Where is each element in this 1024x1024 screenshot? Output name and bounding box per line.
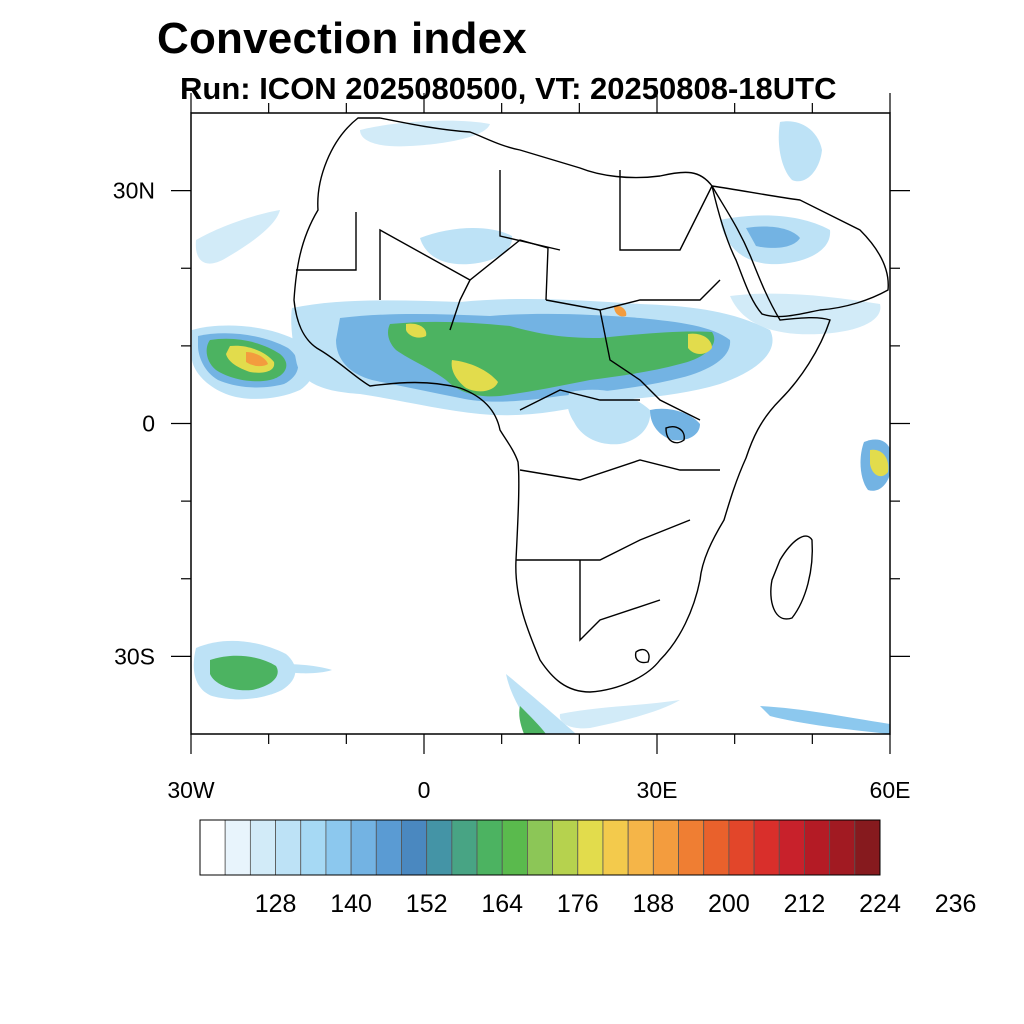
convection-field <box>192 120 890 734</box>
axis-ticks <box>171 93 910 754</box>
colorbar-label: 128 <box>255 890 297 918</box>
colorbar-label: 164 <box>481 890 523 918</box>
colorbar-swatch <box>652 819 679 876</box>
lat-label: 0 <box>142 411 155 437</box>
border-4 <box>599 309 701 421</box>
lon-label: 30W <box>167 777 215 803</box>
border-8 <box>579 560 661 642</box>
colorbar-label: 188 <box>632 890 674 918</box>
colorbar-swatch <box>854 819 881 876</box>
colorbar-swatch <box>829 819 856 876</box>
colorbar-frame <box>199 819 881 876</box>
colorbar-swatch <box>552 819 579 876</box>
colorbar-swatch <box>577 819 604 876</box>
colorbar-swatch <box>778 819 805 876</box>
border-1 <box>379 228 549 301</box>
field-atlantic-orange <box>246 352 268 367</box>
field-io-yellow <box>870 449 889 477</box>
border-9 <box>619 170 713 251</box>
colorbar-swatch <box>224 819 251 876</box>
border-6 <box>519 459 720 481</box>
madagascar <box>770 535 814 620</box>
border-11 <box>296 212 357 271</box>
field-lakes <box>650 408 700 441</box>
field-west-coast <box>195 210 280 264</box>
lon-label: 30E <box>637 777 678 803</box>
field-arabia-mid <box>746 226 800 248</box>
coastlines <box>293 117 889 693</box>
chart-subtitle: Run: ICON 2025080500, VT: 20250808-18UTC <box>180 71 837 106</box>
colorbar-swatch <box>678 819 705 876</box>
colorbar-swatch <box>627 819 654 876</box>
colorbar-swatch <box>602 819 629 876</box>
border-10 <box>499 170 561 251</box>
chart-title: Convection index <box>157 14 527 63</box>
border-5 <box>519 389 640 411</box>
field-sahel-yellow-1 <box>451 360 498 392</box>
colorbar-swatch <box>325 819 352 876</box>
field-sahara-1 <box>420 227 513 265</box>
colorbar-swatch <box>804 819 831 876</box>
lake-victoria <box>665 426 685 444</box>
field-south-4 <box>760 706 890 734</box>
lat-label: 30N <box>113 178 155 204</box>
colorbar-swatch <box>350 819 377 876</box>
longitude-labels: 30W 0 30E 60E <box>167 777 910 803</box>
field-south-1 <box>506 674 576 734</box>
colorbar-label: 236 <box>935 890 977 918</box>
colorbar-swatch <box>426 819 453 876</box>
colorbar-labels: 128 140 152 164 176 188 200 212 224 236 <box>255 890 977 918</box>
lesotho <box>634 648 650 664</box>
colorbar-label: 212 <box>784 890 826 918</box>
colorbar-label: 152 <box>406 890 448 918</box>
colorbar-swatch <box>476 819 503 876</box>
field-turkey <box>778 121 822 182</box>
colorbar-label: 176 <box>557 890 599 918</box>
colorbar-swatch <box>249 819 276 876</box>
colorbar-swatch <box>753 819 780 876</box>
field-sahel-yellow-2 <box>688 333 712 354</box>
map-frame <box>190 112 891 735</box>
colorbar-swatch <box>300 819 327 876</box>
colorbar-swatch <box>375 819 402 876</box>
colorbar-swatch <box>527 819 553 876</box>
colorbar-swatch <box>501 819 528 876</box>
arabia <box>711 185 889 318</box>
field-satl-tail <box>284 664 332 674</box>
lon-label: 60E <box>870 777 911 803</box>
field-med <box>360 120 490 147</box>
border-2 <box>545 279 721 311</box>
colorbar-swatch <box>275 819 302 876</box>
field-satl-green <box>210 655 278 691</box>
field-sahel-yellow-3 <box>406 323 427 338</box>
colorbar-swatch <box>728 819 755 876</box>
field-south-3 <box>559 700 680 729</box>
field-sahel-orange <box>614 305 627 317</box>
colorbar-swatch <box>199 819 226 876</box>
field-horn <box>730 293 881 335</box>
lat-label: 30S <box>114 643 155 669</box>
colorbar-label: 200 <box>708 890 750 918</box>
border-7 <box>516 519 691 561</box>
field-congo-light <box>567 389 651 445</box>
border-3 <box>449 279 471 331</box>
colorbar-label: 140 <box>330 890 372 918</box>
colorbar <box>199 819 881 876</box>
colorbar-swatch <box>451 819 478 876</box>
colorbar-swatch <box>401 819 428 876</box>
africa-coast <box>293 117 831 693</box>
colorbar-label: 224 <box>859 890 901 918</box>
field-south-2 <box>519 706 546 734</box>
lon-label: 0 <box>418 777 431 803</box>
latitude-labels: 30N 0 30S <box>113 178 155 670</box>
colorbar-swatch <box>703 819 730 876</box>
